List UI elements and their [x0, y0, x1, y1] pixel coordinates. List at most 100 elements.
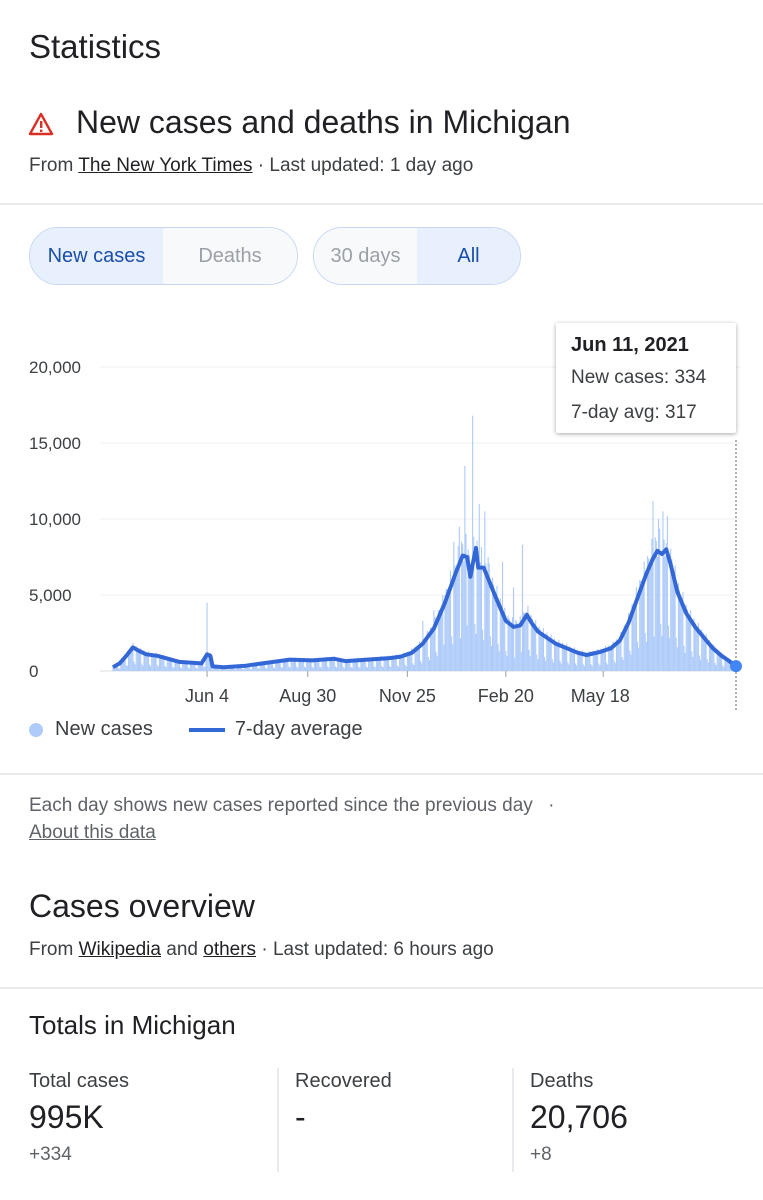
case-bar	[663, 539, 665, 671]
case-bar	[317, 659, 319, 671]
case-bar	[664, 556, 666, 671]
case-bar	[397, 666, 400, 671]
case-bar	[589, 650, 591, 671]
case-bar	[381, 666, 383, 671]
case-bar	[470, 575, 473, 671]
case-bar	[483, 639, 485, 671]
case-bar	[633, 610, 635, 671]
case-bar	[631, 604, 633, 671]
case-bar	[241, 668, 244, 671]
case-bar	[628, 612, 630, 671]
case-bar	[596, 651, 598, 671]
case-bar	[657, 519, 660, 671]
case-bar	[510, 622, 512, 671]
case-bar	[312, 667, 314, 671]
case-bar	[355, 659, 357, 671]
case-bar	[187, 667, 189, 671]
case-bar	[539, 629, 541, 671]
case-bar	[256, 662, 258, 671]
case-bar	[705, 634, 707, 671]
case-bar	[372, 656, 374, 671]
case-bar	[326, 657, 328, 671]
case-bar	[166, 656, 168, 671]
case-bar	[508, 618, 510, 671]
case-bar	[675, 637, 677, 671]
deaths-toggle[interactable]: Deaths	[163, 228, 297, 284]
case-bar	[420, 660, 422, 671]
case-bar	[465, 533, 467, 671]
case-bar	[535, 619, 537, 671]
case-bar	[192, 663, 194, 671]
case-bar	[297, 667, 299, 671]
case-bar	[343, 667, 345, 671]
case-bar	[594, 653, 597, 671]
case-bar	[522, 612, 525, 671]
case-bar	[541, 632, 543, 671]
case-bar	[415, 646, 417, 671]
case-bar	[698, 655, 701, 671]
case-bar	[362, 660, 364, 671]
case-bar	[511, 617, 514, 671]
case-bar	[519, 616, 521, 671]
case-bar	[435, 651, 437, 671]
case-bar	[503, 612, 505, 671]
others-link[interactable]: others	[203, 939, 257, 960]
case-bar	[598, 663, 600, 671]
source-link[interactable]: The New York Times	[78, 155, 253, 176]
data-note: Each day shows new cases reported since …	[29, 792, 669, 846]
case-bar	[703, 639, 705, 671]
case-bar	[497, 643, 499, 671]
y-tick-label: 5,000	[29, 586, 72, 605]
case-bar	[621, 657, 623, 671]
all-toggle[interactable]: All	[417, 228, 520, 284]
case-bar	[461, 541, 463, 671]
case-bar	[279, 658, 281, 671]
case-bar	[551, 659, 553, 671]
case-bar	[725, 657, 727, 671]
new-cases-toggle[interactable]: New cases	[30, 228, 163, 284]
y-tick-label: 10,000	[29, 510, 81, 529]
case-bar	[189, 661, 192, 671]
about-data-link[interactable]: About this data	[29, 822, 156, 843]
case-bar	[383, 656, 385, 671]
case-bar	[292, 660, 294, 671]
case-bar	[154, 654, 156, 671]
wikipedia-link[interactable]: Wikipedia	[78, 939, 161, 960]
case-bar	[473, 536, 475, 671]
case-bar	[478, 503, 480, 671]
case-bar	[122, 660, 124, 671]
case-bar	[572, 649, 574, 671]
case-bar	[257, 668, 259, 671]
case-bar	[677, 583, 680, 671]
case-bar	[121, 659, 123, 671]
case-bar	[384, 657, 386, 671]
case-bar	[181, 668, 183, 671]
range-toggle: 30 days All	[313, 227, 521, 285]
case-bar	[693, 618, 695, 671]
case-bar	[449, 570, 452, 671]
case-bar	[226, 669, 228, 671]
case-bar	[540, 635, 542, 671]
updated-label: · Last updated: 6 hours ago	[261, 939, 494, 960]
case-bar	[716, 649, 718, 671]
case-bar	[424, 642, 426, 671]
case-bar	[593, 651, 595, 671]
case-bar	[442, 595, 444, 671]
case-bar	[174, 659, 176, 671]
y-tick-label: 20,000	[29, 358, 81, 377]
case-bar	[615, 639, 618, 671]
case-bar	[227, 669, 229, 671]
case-bar	[661, 635, 663, 671]
30-days-toggle[interactable]: 30 days	[314, 228, 417, 284]
case-bar	[530, 615, 532, 671]
case-bar	[114, 666, 116, 671]
case-bar	[413, 664, 415, 671]
case-bar	[391, 655, 393, 671]
cases-chart[interactable]: 20,000 15,000 10,000 5,000 0 Jun 4 Aug 30 Nov …	[0, 300, 763, 720]
case-bar	[303, 666, 305, 671]
x-tick-label: Nov 25	[379, 686, 436, 706]
updated-label: · Last updated: 1 day ago	[257, 155, 474, 176]
case-bar	[411, 648, 413, 671]
stat-label: Recovered	[295, 1070, 392, 1092]
case-bar	[486, 580, 488, 671]
